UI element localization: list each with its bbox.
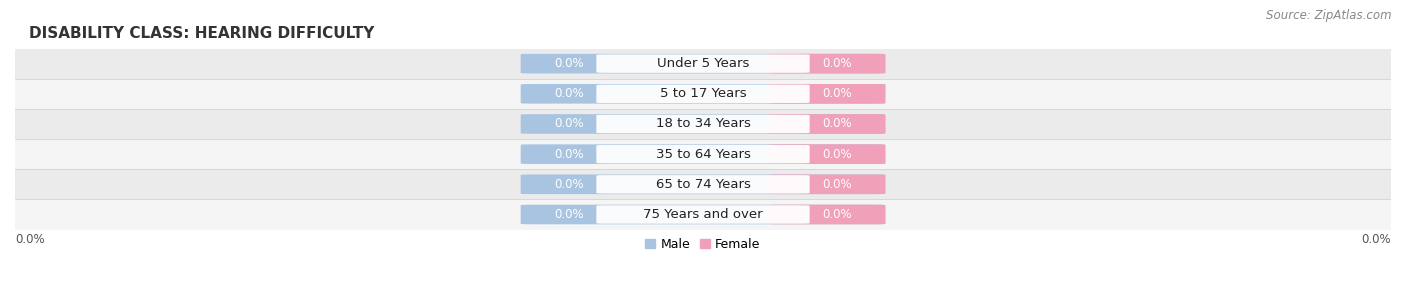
FancyBboxPatch shape xyxy=(596,175,810,193)
Legend: Male, Female: Male, Female xyxy=(641,233,765,256)
Text: 5 to 17 Years: 5 to 17 Years xyxy=(659,87,747,100)
Text: 0.0%: 0.0% xyxy=(1361,233,1391,246)
Text: 18 to 34 Years: 18 to 34 Years xyxy=(655,117,751,131)
FancyBboxPatch shape xyxy=(520,54,886,74)
FancyBboxPatch shape xyxy=(520,84,886,104)
FancyBboxPatch shape xyxy=(520,205,886,224)
Text: 0.0%: 0.0% xyxy=(554,117,583,131)
Text: 65 to 74 Years: 65 to 74 Years xyxy=(655,178,751,191)
FancyBboxPatch shape xyxy=(520,114,886,134)
FancyBboxPatch shape xyxy=(596,84,810,103)
Text: 0.0%: 0.0% xyxy=(15,233,45,246)
Text: 0.0%: 0.0% xyxy=(554,208,583,221)
Bar xyxy=(15,169,1391,199)
Bar xyxy=(15,79,1391,109)
Text: 0.0%: 0.0% xyxy=(823,208,852,221)
Text: Source: ZipAtlas.com: Source: ZipAtlas.com xyxy=(1267,9,1392,22)
Bar xyxy=(15,109,1391,139)
Text: 0.0%: 0.0% xyxy=(554,57,583,70)
FancyBboxPatch shape xyxy=(520,174,886,194)
Text: 0.0%: 0.0% xyxy=(554,148,583,161)
FancyBboxPatch shape xyxy=(596,205,810,224)
Bar xyxy=(779,175,810,194)
Bar xyxy=(779,54,810,73)
Bar xyxy=(15,199,1391,230)
FancyBboxPatch shape xyxy=(768,54,886,74)
Text: Under 5 Years: Under 5 Years xyxy=(657,57,749,70)
Text: 0.0%: 0.0% xyxy=(823,148,852,161)
FancyBboxPatch shape xyxy=(768,114,886,134)
Bar xyxy=(779,84,810,103)
Text: 0.0%: 0.0% xyxy=(823,178,852,191)
FancyBboxPatch shape xyxy=(596,145,810,163)
Text: 0.0%: 0.0% xyxy=(823,57,852,70)
FancyBboxPatch shape xyxy=(768,205,886,224)
Bar xyxy=(15,48,1391,79)
Text: 0.0%: 0.0% xyxy=(554,87,583,100)
FancyBboxPatch shape xyxy=(596,54,810,73)
Text: DISABILITY CLASS: HEARING DIFFICULTY: DISABILITY CLASS: HEARING DIFFICULTY xyxy=(28,26,374,41)
Text: 35 to 64 Years: 35 to 64 Years xyxy=(655,148,751,161)
Text: 0.0%: 0.0% xyxy=(823,117,852,131)
Text: 0.0%: 0.0% xyxy=(823,87,852,100)
Bar xyxy=(779,145,810,163)
FancyBboxPatch shape xyxy=(596,115,810,133)
Text: 75 Years and over: 75 Years and over xyxy=(643,208,763,221)
FancyBboxPatch shape xyxy=(520,144,886,164)
Bar xyxy=(779,205,810,224)
FancyBboxPatch shape xyxy=(768,84,886,104)
Text: 0.0%: 0.0% xyxy=(554,178,583,191)
FancyBboxPatch shape xyxy=(768,144,886,164)
Bar xyxy=(15,139,1391,169)
Bar xyxy=(779,115,810,133)
FancyBboxPatch shape xyxy=(768,174,886,194)
